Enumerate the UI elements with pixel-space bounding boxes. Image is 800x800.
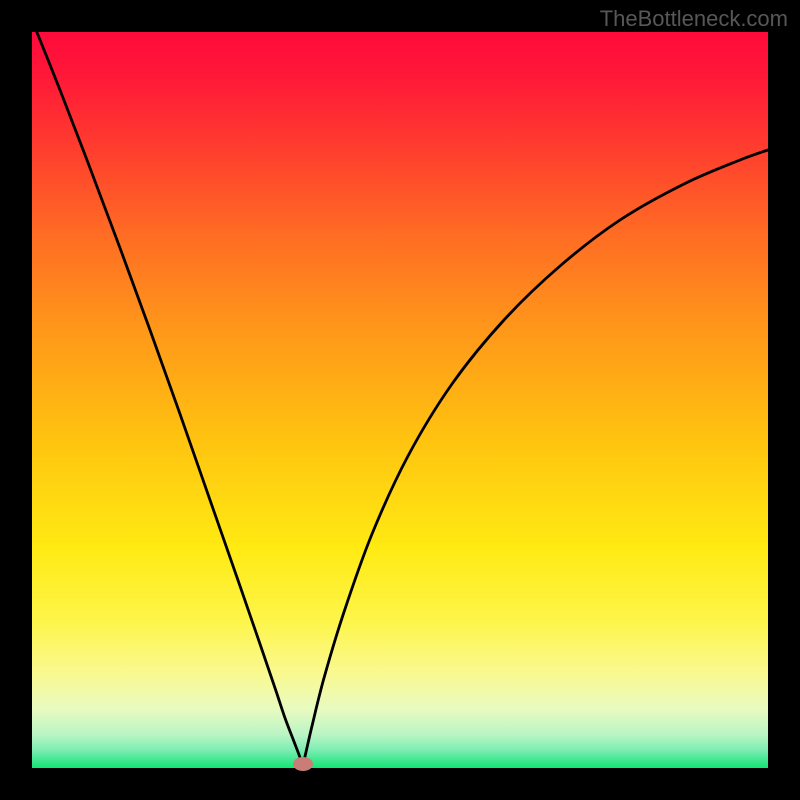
bottleneck-curve-chart xyxy=(0,0,800,800)
optimum-marker xyxy=(293,757,313,771)
chart-canvas: TheBottleneck.com xyxy=(0,0,800,800)
watermark-text: TheBottleneck.com xyxy=(600,6,788,32)
plot-background xyxy=(32,32,768,768)
